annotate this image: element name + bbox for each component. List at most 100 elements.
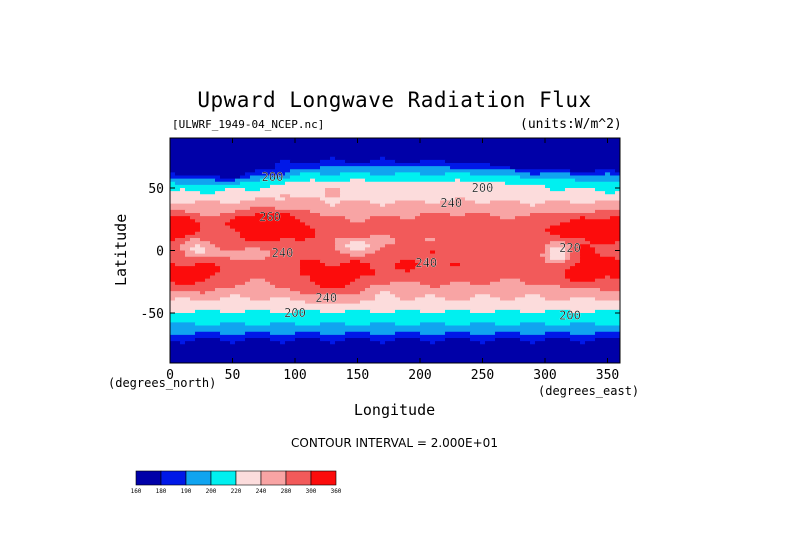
flux-cell — [170, 288, 216, 292]
flux-cell — [170, 225, 201, 230]
legend-swatch — [160, 470, 187, 486]
flux-cell — [545, 297, 571, 302]
flux-cell — [195, 338, 221, 342]
flux-cell — [570, 169, 596, 173]
flux-cell — [435, 250, 546, 255]
flux-cell — [345, 159, 371, 164]
flux-cell — [285, 341, 331, 345]
flux-cell — [190, 297, 221, 302]
flux-cell — [545, 250, 551, 255]
flux-cell — [570, 322, 596, 327]
flux-cell — [265, 256, 546, 261]
flux-cell — [170, 253, 186, 258]
flux-cell — [350, 259, 361, 264]
flux-cell — [170, 306, 620, 311]
flux-cell — [560, 222, 620, 227]
flux-cell — [245, 309, 271, 314]
flux-cell — [205, 278, 251, 283]
flux-cell — [380, 341, 386, 345]
flux-cell — [595, 200, 620, 205]
flux-cell — [540, 294, 620, 298]
flux-cell — [320, 259, 351, 264]
flux-cell — [240, 231, 316, 236]
flux-cell — [300, 269, 376, 273]
flux-cell — [615, 169, 620, 173]
flux-cell — [320, 166, 451, 170]
flux-cell — [610, 275, 620, 280]
flux-cell — [290, 288, 366, 292]
flux-cell — [565, 253, 571, 258]
flux-cell — [170, 331, 196, 336]
flux-cell — [220, 175, 241, 180]
flux-cell — [615, 191, 620, 195]
flux-cell — [170, 191, 201, 195]
flux-cell — [600, 253, 620, 258]
flux-cell — [280, 194, 291, 198]
flux-cell — [570, 297, 596, 302]
flux-cell — [615, 256, 620, 261]
flux-cell — [340, 172, 371, 177]
flux-cell — [420, 159, 446, 164]
flux-cell — [270, 253, 351, 258]
flux-cell — [305, 238, 336, 242]
flux-cell — [400, 216, 416, 220]
flux-cell — [185, 253, 271, 258]
flux-cell — [375, 294, 396, 298]
contour-label: 240 — [272, 246, 294, 260]
flux-cell — [600, 288, 620, 292]
flux-cell — [370, 172, 396, 177]
flux-cell — [170, 206, 251, 211]
flux-cell — [175, 172, 246, 177]
flux-cell — [375, 297, 401, 302]
flux-cell — [485, 341, 531, 345]
flux-cell — [355, 278, 501, 283]
flux-cell — [595, 338, 620, 342]
flux-cell — [425, 294, 436, 298]
flux-cell — [170, 244, 181, 248]
flux-cell — [195, 281, 246, 286]
flux-cell — [425, 238, 436, 242]
flux-cell — [170, 300, 306, 305]
flux-cell — [570, 256, 581, 261]
flux-cell — [185, 188, 226, 192]
contour-label: 220 — [559, 241, 581, 255]
flux-cell — [270, 297, 291, 302]
flux-cell — [425, 200, 441, 205]
flux-cell — [200, 228, 236, 233]
flux-cell — [170, 347, 620, 352]
flux-cell — [220, 331, 246, 336]
flux-cell — [520, 331, 546, 336]
flux-cell — [335, 247, 351, 252]
flux-cell — [565, 250, 571, 255]
flux-cell — [545, 338, 571, 342]
flux-cell — [200, 244, 216, 248]
flux-cell — [530, 341, 536, 345]
flux-cell — [395, 294, 426, 298]
flux-cell — [570, 247, 581, 252]
flux-cell — [190, 247, 206, 252]
flux-cell — [215, 178, 236, 183]
flux-cell — [170, 238, 176, 242]
flux-cell — [195, 244, 201, 248]
flux-cell — [365, 219, 571, 223]
flux-cell — [270, 250, 341, 255]
flux-cell — [290, 213, 321, 217]
flux-cell — [430, 341, 436, 345]
flux-cell — [260, 247, 336, 252]
flux-cell — [290, 175, 521, 180]
flux-cell — [445, 172, 471, 177]
flux-cell — [170, 181, 176, 186]
flux-cell — [290, 194, 326, 198]
flux-cell — [315, 228, 546, 233]
flux-cell — [170, 138, 620, 142]
flux-cell — [240, 175, 251, 180]
flux-cell — [595, 322, 620, 327]
flux-cell — [320, 172, 341, 177]
flux-cell — [170, 259, 301, 264]
flux-cell — [520, 200, 546, 205]
flux-cell — [250, 175, 291, 180]
flux-cell — [170, 150, 620, 155]
flux-cell — [270, 309, 296, 314]
flux-cell — [480, 341, 486, 345]
